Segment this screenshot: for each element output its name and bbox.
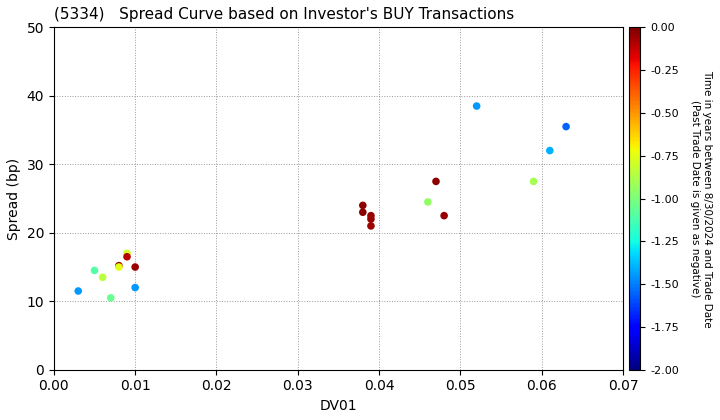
Point <box>113 264 125 270</box>
Point <box>528 178 539 185</box>
Y-axis label: Spread (bp): Spread (bp) <box>7 158 21 239</box>
Point <box>357 202 369 209</box>
Point <box>357 209 369 215</box>
Y-axis label: Time in years between 8/30/2024 and Trade Date
(Past Trade Date is given as nega: Time in years between 8/30/2024 and Trad… <box>690 70 711 327</box>
Point <box>365 212 377 219</box>
Point <box>130 264 141 270</box>
Point <box>97 274 109 281</box>
Point <box>73 288 84 294</box>
Point <box>544 147 556 154</box>
Point <box>431 178 442 185</box>
Point <box>105 294 117 301</box>
Point <box>560 123 572 130</box>
Point <box>471 103 482 110</box>
Point <box>365 216 377 223</box>
Point <box>113 262 125 269</box>
Point <box>422 199 433 205</box>
Point <box>130 284 141 291</box>
Point <box>438 212 450 219</box>
Point <box>121 250 132 257</box>
Text: (5334)   Spread Curve based on Investor's BUY Transactions: (5334) Spread Curve based on Investor's … <box>54 7 514 22</box>
Point <box>365 223 377 229</box>
X-axis label: DV01: DV01 <box>320 399 357 413</box>
Point <box>121 253 132 260</box>
Point <box>89 267 100 274</box>
